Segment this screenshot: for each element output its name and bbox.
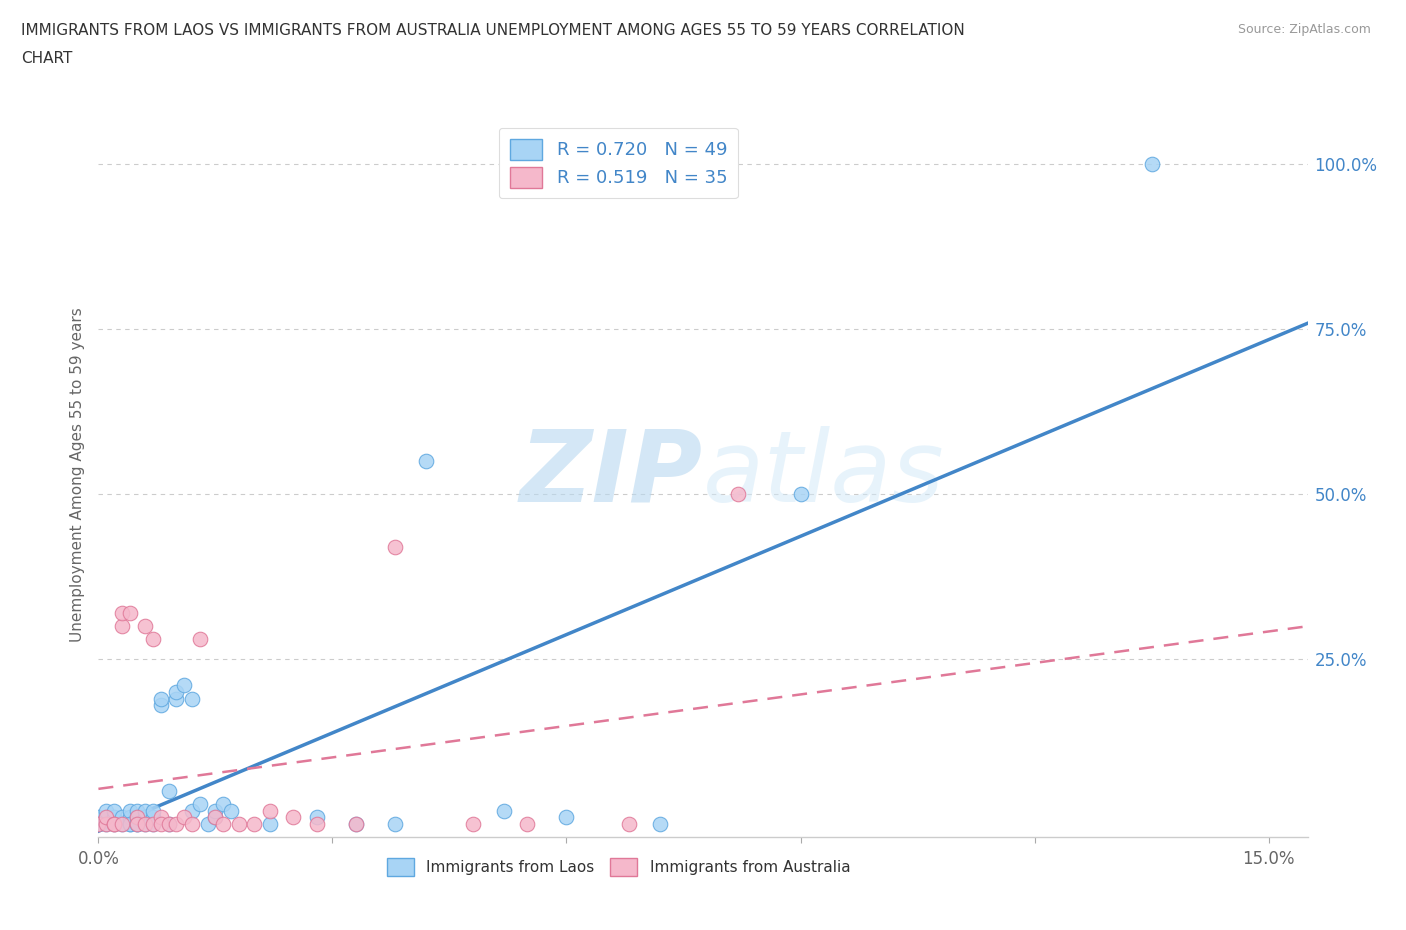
Text: Source: ZipAtlas.com: Source: ZipAtlas.com — [1237, 23, 1371, 36]
Point — [118, 810, 141, 825]
Point — [516, 817, 538, 831]
Point — [384, 539, 406, 554]
Point — [1140, 157, 1163, 172]
Point — [415, 454, 437, 469]
Point — [103, 817, 125, 831]
Text: ZIP: ZIP — [520, 426, 703, 523]
Point — [188, 797, 211, 812]
Point — [111, 618, 134, 633]
Point — [157, 817, 180, 831]
Point — [204, 804, 226, 818]
Point — [181, 691, 204, 706]
Point — [188, 631, 211, 646]
Point — [243, 817, 266, 831]
Point — [96, 810, 118, 825]
Point — [149, 817, 172, 831]
Point — [461, 817, 484, 831]
Point — [149, 691, 172, 706]
Point — [127, 817, 149, 831]
Point — [96, 817, 118, 831]
Point — [173, 678, 195, 693]
Point — [212, 797, 235, 812]
Point — [204, 810, 226, 825]
Point — [103, 817, 125, 831]
Y-axis label: Unemployment Among Ages 55 to 59 years: Unemployment Among Ages 55 to 59 years — [69, 307, 84, 642]
Point — [789, 486, 811, 501]
Point — [134, 817, 156, 831]
Point — [103, 810, 125, 825]
Point — [118, 817, 141, 831]
Point — [384, 817, 406, 831]
Point — [173, 810, 195, 825]
Point — [134, 810, 156, 825]
Point — [259, 804, 281, 818]
Point — [96, 817, 118, 831]
Point — [87, 817, 110, 831]
Point — [305, 817, 328, 831]
Point — [727, 486, 749, 501]
Point — [259, 817, 281, 831]
Point — [219, 804, 242, 818]
Text: CHART: CHART — [21, 51, 73, 66]
Point — [111, 817, 134, 831]
Point — [96, 804, 118, 818]
Point — [96, 810, 118, 825]
Legend: Immigrants from Laos, Immigrants from Australia: Immigrants from Laos, Immigrants from Au… — [380, 851, 858, 884]
Point — [204, 810, 226, 825]
Point — [165, 684, 187, 699]
Point — [142, 804, 165, 818]
Point — [127, 810, 149, 825]
Point — [134, 817, 156, 831]
Point — [197, 817, 219, 831]
Point — [142, 810, 165, 825]
Point — [149, 810, 172, 825]
Point — [305, 810, 328, 825]
Text: atlas: atlas — [703, 426, 945, 523]
Point — [157, 783, 180, 798]
Point — [87, 817, 110, 831]
Point — [142, 817, 165, 831]
Point — [142, 817, 165, 831]
Point — [111, 605, 134, 620]
Point — [127, 817, 149, 831]
Point — [118, 605, 141, 620]
Point — [134, 618, 156, 633]
Point — [103, 804, 125, 818]
Point — [127, 817, 149, 831]
Point — [283, 810, 305, 825]
Point — [134, 804, 156, 818]
Text: IMMIGRANTS FROM LAOS VS IMMIGRANTS FROM AUSTRALIA UNEMPLOYMENT AMONG AGES 55 TO : IMMIGRANTS FROM LAOS VS IMMIGRANTS FROM … — [21, 23, 965, 38]
Point — [181, 817, 204, 831]
Point — [212, 817, 235, 831]
Point — [181, 804, 204, 818]
Point — [118, 817, 141, 831]
Point — [165, 817, 187, 831]
Point — [157, 817, 180, 831]
Point — [149, 698, 172, 712]
Point — [494, 804, 516, 818]
Point — [87, 810, 110, 825]
Point — [228, 817, 250, 831]
Point — [555, 810, 578, 825]
Point — [111, 817, 134, 831]
Point — [165, 691, 187, 706]
Point — [118, 804, 141, 818]
Point — [127, 804, 149, 818]
Point — [127, 810, 149, 825]
Point — [617, 817, 640, 831]
Point — [111, 810, 134, 825]
Point — [344, 817, 367, 831]
Point — [103, 817, 125, 831]
Point — [142, 631, 165, 646]
Point — [648, 817, 671, 831]
Point — [344, 817, 367, 831]
